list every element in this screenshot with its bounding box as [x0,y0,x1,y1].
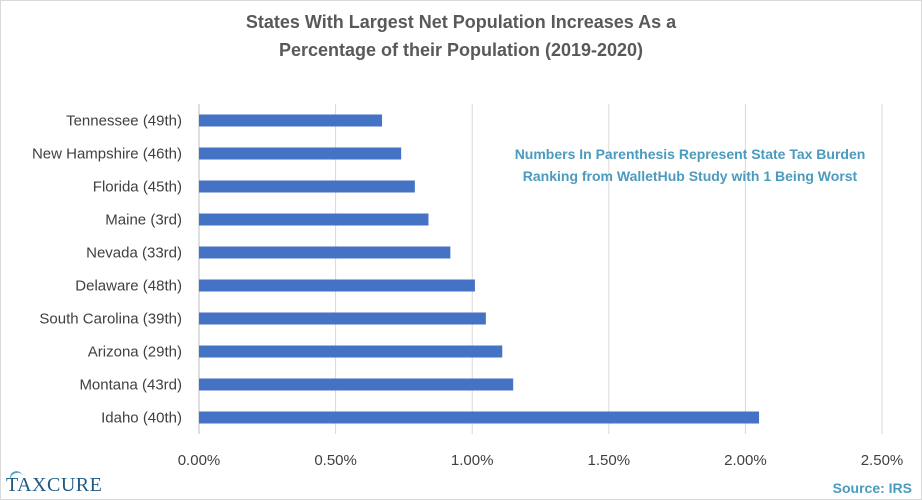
taxcure-logo: TAXCURE [6,468,116,498]
category-label: Florida (45th) [93,179,182,196]
x-tick-labels: 0.00% 0.50% 1.00% 1.50% 2.00% 2.50% [178,452,904,469]
annotation-line-1: Numbers In Parenthesis Represent State T… [514,146,866,162]
bars [199,114,760,424]
x-tick-label: 1.50% [588,452,631,469]
bar [199,147,402,160]
category-label: Idaho (40th) [101,410,182,427]
x-tick-label: 0.50% [314,452,357,469]
source-note: Source: IRS [832,480,912,496]
chart-annotation: Numbers In Parenthesis Represent State T… [480,143,900,187]
category-label: South Carolina (39th) [39,311,182,328]
bar [199,411,760,424]
chart-title-line-1: States With Largest Net Population Incre… [245,12,677,32]
bar [199,312,486,325]
category-label: Delaware (48th) [75,278,182,295]
bar [199,345,503,358]
category-label: Maine (3rd) [105,212,182,229]
logo-text: TAXCURE [6,474,103,496]
annotation-line-2: Ranking from WalletHub Study with 1 Bein… [522,168,858,184]
x-tick-label: 1.00% [451,452,494,469]
chart-title-line-2: Percentage of their Population (2019-202… [278,40,644,60]
category-label: Arizona (29th) [88,344,182,361]
chart-title: States With Largest Net Population Incre… [0,8,922,64]
category-label: Nevada (33rd) [86,245,182,262]
category-label: Montana (43rd) [79,377,182,394]
bar [199,114,383,127]
bar [199,180,415,193]
x-tick-label: 0.00% [178,452,221,469]
category-labels: Tennessee (49th) New Hampshire (46th) Flor… [32,113,182,427]
x-tick-label: 2.00% [724,452,767,469]
x-tick-label: 2.50% [861,452,904,469]
category-label: New Hampshire (46th) [32,146,182,163]
category-label: Tennessee (49th) [66,113,182,130]
bar [199,279,475,292]
bar [199,246,451,259]
bar [199,213,429,226]
bar [199,378,514,391]
